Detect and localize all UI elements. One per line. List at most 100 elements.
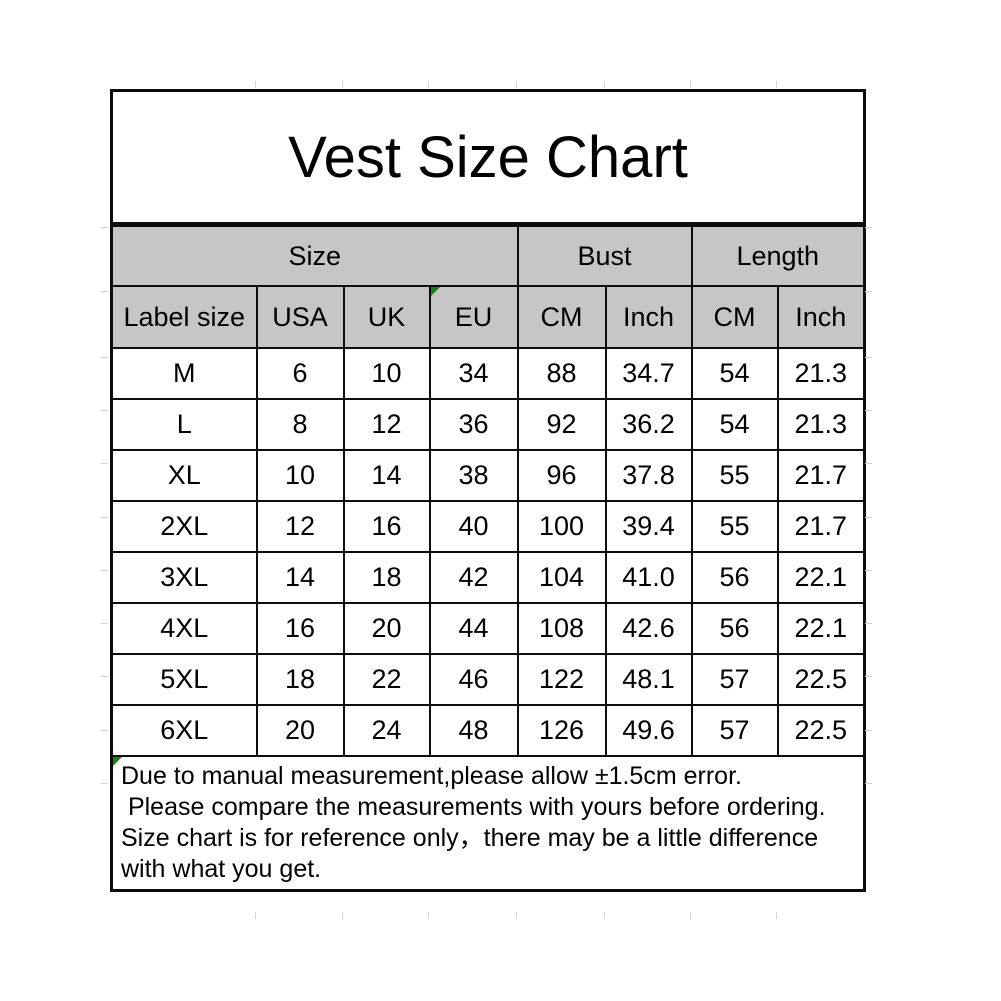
table-cell: L	[110, 398, 258, 451]
table-cell: 39.4	[604, 500, 693, 553]
gridline-tick	[101, 463, 108, 464]
table-cell: 21.7	[776, 500, 866, 553]
table-cell: 100	[516, 500, 607, 553]
gridline-tick	[865, 783, 872, 784]
note-line: Please compare the measurements with you…	[121, 793, 826, 821]
table-cell: 10	[255, 449, 345, 502]
table-cell: 22.1	[776, 602, 866, 655]
table-cell: 6XL	[110, 704, 258, 757]
table-cell: 41.0	[604, 551, 693, 604]
table-cell: 4XL	[110, 602, 258, 655]
group-header-row: Size Bust Length	[110, 223, 866, 287]
table-cell: 42	[428, 551, 519, 604]
table-row-4xl: 4XL 16 20 44 108 42.6 56 22.1	[110, 602, 866, 655]
table-cell: 16	[342, 500, 431, 553]
gridline-tick	[101, 676, 108, 677]
gridline-tick	[865, 410, 872, 411]
table-row-xl: XL 10 14 38 96 37.8 55 21.7	[110, 449, 866, 502]
gridline-tick	[865, 291, 872, 292]
table-cell: 20	[255, 704, 345, 757]
table-cell: 38	[428, 449, 519, 502]
table-row-6xl: 6XL 20 24 48 126 49.6 57 22.5	[110, 704, 866, 757]
table-row-l: L 8 12 36 92 36.2 54 21.3	[110, 398, 866, 451]
table-cell: 57	[690, 704, 779, 757]
table-cell: 12	[342, 398, 431, 451]
table-cell: 55	[690, 500, 779, 553]
table-cell: 21.7	[776, 449, 866, 502]
table-cell: 12	[255, 500, 345, 553]
table-cell: 6	[255, 347, 345, 400]
table-cell: 96	[516, 449, 607, 502]
gridline-tick	[255, 912, 256, 919]
table-cell: 54	[690, 347, 779, 400]
gridline-tick	[865, 227, 872, 228]
table-cell: 122	[516, 653, 607, 706]
column-header-uk: UK	[342, 285, 431, 349]
table-cell: 18	[255, 653, 345, 706]
gridline-tick	[865, 570, 872, 571]
table-cell: 10	[342, 347, 431, 400]
group-header-bust: Bust	[516, 223, 693, 287]
size-chart-table: Vest Size Chart Size Bust Length Label s…	[110, 89, 866, 892]
gridline-tick	[101, 783, 108, 784]
table-cell: 57	[690, 653, 779, 706]
gridline-tick	[101, 357, 108, 358]
column-header-bust-inch: Inch	[604, 285, 693, 349]
table-row-5xl: 5XL 18 22 46 122 48.1 57 22.5	[110, 653, 866, 706]
table-cell: 36	[428, 398, 519, 451]
gridline-tick	[865, 463, 872, 464]
table-cell: 108	[516, 602, 607, 655]
gridline-tick	[776, 81, 777, 88]
table-cell: 56	[690, 602, 779, 655]
gridline-tick	[101, 227, 108, 228]
table-cell: M	[110, 347, 258, 400]
table-cell: 14	[342, 449, 431, 502]
table-cell: 126	[516, 704, 607, 757]
gridline-tick	[101, 291, 108, 292]
table-cell: 37.8	[604, 449, 693, 502]
gridline-tick	[604, 912, 605, 919]
table-cell: 22.1	[776, 551, 866, 604]
table-row-m: M 6 10 34 88 34.7 54 21.3	[110, 347, 866, 400]
table-cell: 21.3	[776, 347, 866, 400]
column-header-usa: USA	[255, 285, 345, 349]
table-cell: 22.5	[776, 653, 866, 706]
table-cell: XL	[110, 449, 258, 502]
chart-title: Vest Size Chart	[110, 89, 866, 227]
table-cell: 48.1	[604, 653, 693, 706]
gridline-tick	[342, 81, 343, 88]
column-header-row: Label size USA UK EU CM Inch CM Inch	[110, 285, 866, 349]
table-cell: 21.3	[776, 398, 866, 451]
table-cell: 54	[690, 398, 779, 451]
table-cell: 92	[516, 398, 607, 451]
gridline-tick	[516, 912, 517, 919]
table-row-2xl: 2XL 12 16 40 100 39.4 55 21.7	[110, 500, 866, 553]
table-cell: 5XL	[110, 653, 258, 706]
table-cell: 14	[255, 551, 345, 604]
gridline-tick	[101, 570, 108, 571]
gridline-tick	[865, 623, 872, 624]
gridline-tick	[865, 517, 872, 518]
table-cell: 36.2	[604, 398, 693, 451]
gridline-tick	[690, 81, 691, 88]
column-header-bust-cm: CM	[516, 285, 607, 349]
column-header-eu-label: EU	[454, 301, 493, 332]
gridline-tick	[865, 730, 872, 731]
notes-row: Due to manual measurement,please allow ±…	[110, 755, 866, 892]
gridline-tick	[428, 912, 429, 919]
gridline-tick	[776, 912, 777, 919]
table-cell: 42.6	[604, 602, 693, 655]
note-line: Due to manual measurement,please allow ±…	[121, 762, 742, 790]
gridline-tick	[865, 357, 872, 358]
table-cell: 88	[516, 347, 607, 400]
gridline-tick	[101, 730, 108, 731]
gridline-tick	[428, 81, 429, 88]
table-cell: 49.6	[604, 704, 693, 757]
table-cell: 48	[428, 704, 519, 757]
column-header-length-inch: Inch	[776, 285, 866, 349]
table-cell: 40	[428, 500, 519, 553]
table-cell: 18	[342, 551, 431, 604]
table-cell: 34.7	[604, 347, 693, 400]
table-cell: 16	[255, 602, 345, 655]
